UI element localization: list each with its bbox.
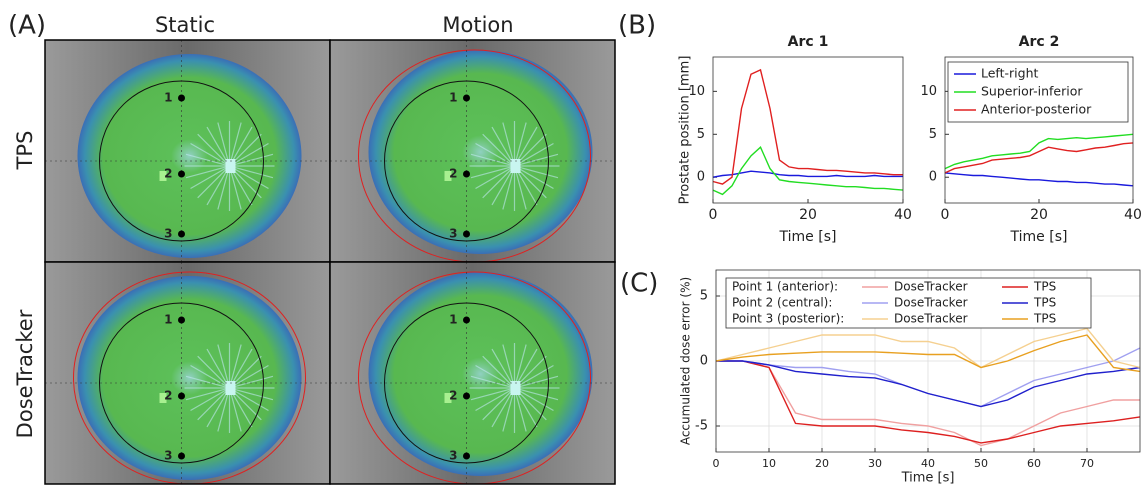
legend-label: Superior-inferior	[981, 84, 1083, 99]
legend-label: Anterior-posterior	[981, 102, 1092, 117]
column-title: Static	[155, 13, 215, 37]
series-line	[713, 171, 903, 177]
point-label: 3	[164, 449, 172, 463]
dose-point	[178, 231, 185, 238]
point-label: 1	[164, 91, 172, 105]
x-axis-label: Time [s]	[1010, 229, 1068, 245]
dose-point	[463, 95, 470, 102]
x-tick-label: 40	[894, 207, 912, 223]
dose-cloud	[369, 272, 593, 476]
series-line	[945, 173, 1133, 186]
dose-images: 1 2 3 1 2 3 1 2 3 1 2 3	[45, 40, 615, 484]
x-tick-label: 20	[1030, 207, 1048, 223]
x-tick-label: 50	[974, 457, 988, 470]
y-tick-label: 5	[929, 127, 937, 142]
dose-image: 1 2 3	[45, 262, 330, 484]
point-label: 2	[164, 389, 172, 403]
point-label: 1	[164, 313, 172, 327]
x-tick-label: 20	[799, 207, 817, 223]
dose-point	[463, 171, 470, 178]
x-axis-label: Time [s]	[779, 229, 837, 245]
legend-label: TPS	[1033, 312, 1056, 326]
y-tick-label: 0	[697, 170, 705, 185]
legend-row-label: Point 3 (posterior):	[732, 312, 844, 326]
dose-point	[178, 95, 185, 102]
dose-cloud	[369, 50, 593, 254]
panel-label: (A)	[8, 11, 46, 41]
point-label: 3	[164, 227, 172, 241]
dose-image: 1 2 3	[45, 40, 330, 262]
x-tick-label: 20	[815, 457, 829, 470]
point-label: 2	[449, 167, 457, 181]
column-title: Motion	[442, 13, 513, 37]
x-tick-label: 0	[709, 207, 718, 223]
series-line	[713, 70, 903, 184]
y-axis-label: Prostate position [mm]	[678, 56, 693, 205]
x-tick-label: 40	[1124, 207, 1142, 223]
point-label: 1	[449, 313, 457, 327]
series-line	[713, 147, 903, 194]
legend-label: DoseTracker	[894, 296, 968, 310]
point-label: 3	[449, 227, 457, 241]
dose-point	[463, 453, 470, 460]
x-tick-label: 0	[713, 457, 720, 470]
row-title: TPS	[13, 131, 37, 171]
legend-label: Left-right	[981, 66, 1038, 81]
legend-label: TPS	[1033, 296, 1056, 310]
point-label: 2	[449, 389, 457, 403]
y-tick-label: 5	[700, 289, 708, 304]
point-label: 1	[449, 91, 457, 105]
dose-point	[178, 393, 185, 400]
x-tick-label: 60	[1027, 457, 1041, 470]
y-tick-label: 10	[920, 84, 937, 99]
figure: (A) Static Motion TPS DoseTracker 1 2 3 1 2 3…	[0, 0, 1147, 488]
legend-row-label: Point 2 (central):	[732, 296, 832, 310]
x-tick-label: 70	[1080, 457, 1094, 470]
dose-point	[178, 171, 185, 178]
y-tick-label: 5	[697, 127, 705, 142]
dose-point	[178, 453, 185, 460]
x-tick-label: 10	[762, 457, 776, 470]
x-tick-label: 0	[941, 207, 950, 223]
x-tick-label: 30	[868, 457, 882, 470]
panel-label: (B)	[618, 11, 656, 41]
dose-point	[463, 231, 470, 238]
series-line	[945, 143, 1133, 173]
legend-label: TPS	[1033, 280, 1056, 294]
y-tick-label: -5	[695, 419, 708, 434]
point-label: 3	[449, 449, 457, 463]
legend-label: DoseTracker	[894, 280, 968, 294]
legend-label: DoseTracker	[894, 312, 968, 326]
dose-point	[178, 317, 185, 324]
y-tick-label: 0	[700, 354, 708, 369]
y-tick-label: 0	[929, 170, 937, 185]
plot-frame	[713, 57, 903, 203]
chart-title: Arc 2	[1019, 34, 1060, 50]
point-label: 2	[164, 167, 172, 181]
x-axis-label: Time [s]	[901, 471, 955, 486]
y-axis-label: Accumulated dose error (%)	[679, 277, 693, 445]
panel-label: (C)	[620, 269, 658, 299]
row-title: DoseTracker	[13, 309, 37, 438]
legend-row-label: Point 1 (anterior):	[732, 280, 838, 294]
dose-image: 1 2 3	[330, 40, 615, 262]
x-tick-label: 40	[921, 457, 935, 470]
chart-title: Arc 1	[788, 34, 829, 50]
dose-point	[463, 317, 470, 324]
dose-point	[463, 393, 470, 400]
dose-image: 1 2 3	[330, 262, 615, 484]
